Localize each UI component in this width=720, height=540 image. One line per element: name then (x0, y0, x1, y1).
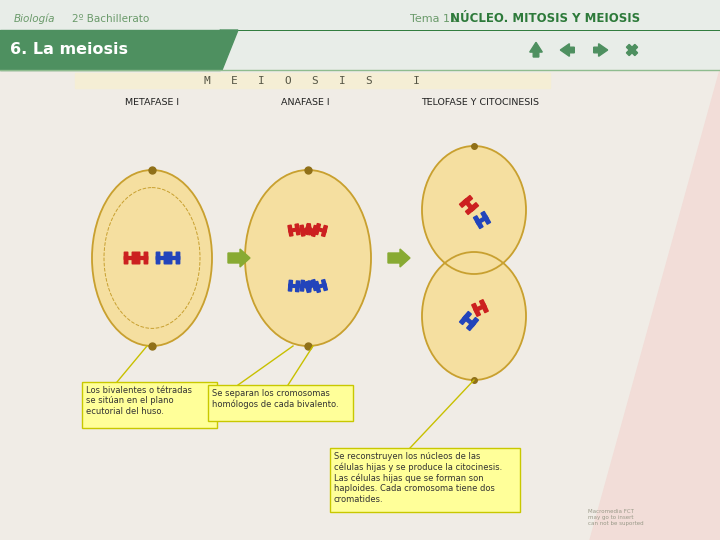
FancyArrow shape (228, 249, 250, 267)
FancyBboxPatch shape (466, 203, 478, 214)
FancyBboxPatch shape (315, 281, 320, 292)
FancyBboxPatch shape (125, 252, 127, 264)
FancyBboxPatch shape (136, 256, 148, 259)
Text: 2º Bachillerato: 2º Bachillerato (72, 14, 149, 24)
FancyBboxPatch shape (289, 280, 292, 291)
Text: Se separan los cromosomas
homólogos de cada bivalento.: Se separan los cromosomas homólogos de c… (212, 389, 338, 409)
FancyBboxPatch shape (459, 195, 472, 207)
FancyBboxPatch shape (330, 448, 520, 512)
FancyBboxPatch shape (176, 252, 180, 264)
FancyBboxPatch shape (125, 256, 135, 259)
Text: M   E   I   O   S   I   S      I: M E I O S I S I (204, 76, 420, 85)
Polygon shape (626, 44, 638, 56)
Polygon shape (560, 44, 575, 56)
Bar (0, 30, 220, 70)
FancyBboxPatch shape (467, 318, 478, 330)
Text: Los bivalentes o tétradas
se sitúan en el plano
ecutorial del huso.: Los bivalentes o tétradas se sitúan en e… (86, 386, 192, 416)
FancyBboxPatch shape (474, 216, 483, 228)
FancyBboxPatch shape (288, 225, 293, 236)
FancyBboxPatch shape (474, 304, 486, 312)
Bar (0, 70, 720, 540)
FancyBboxPatch shape (295, 281, 300, 292)
Polygon shape (626, 44, 638, 56)
Ellipse shape (422, 146, 526, 274)
Text: TELOFASE Y CITOCINESIS: TELOFASE Y CITOCINESIS (421, 98, 539, 107)
Polygon shape (462, 263, 486, 269)
FancyBboxPatch shape (322, 280, 328, 291)
Text: Biología: Biología (14, 14, 55, 24)
Text: NÚCLEO. MITOSIS Y MEIOSIS: NÚCLEO. MITOSIS Y MEIOSIS (450, 12, 640, 25)
Text: ANAFASE I: ANAFASE I (281, 98, 329, 107)
FancyBboxPatch shape (208, 385, 353, 421)
FancyBboxPatch shape (168, 256, 180, 259)
FancyBboxPatch shape (322, 226, 328, 237)
FancyBboxPatch shape (144, 252, 148, 264)
FancyBboxPatch shape (315, 224, 320, 234)
FancyBboxPatch shape (459, 312, 471, 325)
FancyBboxPatch shape (156, 252, 160, 264)
FancyBboxPatch shape (300, 280, 305, 291)
Ellipse shape (422, 252, 526, 380)
FancyBboxPatch shape (136, 252, 140, 264)
FancyBboxPatch shape (480, 300, 488, 313)
FancyBboxPatch shape (306, 284, 316, 288)
Bar (0, 0, 720, 30)
FancyBboxPatch shape (300, 225, 305, 236)
FancyBboxPatch shape (156, 256, 168, 259)
Ellipse shape (92, 170, 212, 346)
FancyBboxPatch shape (476, 215, 488, 224)
FancyBboxPatch shape (306, 227, 316, 233)
FancyBboxPatch shape (301, 228, 311, 232)
FancyBboxPatch shape (132, 252, 135, 264)
FancyArrow shape (388, 249, 410, 267)
Text: Se reconstruyen los núcleos de las
células hijas y se produce la citocinesis.
La: Se reconstruyen los núcleos de las célul… (334, 452, 503, 504)
FancyBboxPatch shape (301, 284, 311, 288)
Polygon shape (220, 30, 238, 70)
Text: Tema 11.: Tema 11. (410, 14, 464, 24)
Polygon shape (462, 257, 486, 263)
FancyBboxPatch shape (315, 227, 326, 233)
FancyBboxPatch shape (82, 382, 217, 428)
FancyBboxPatch shape (307, 224, 312, 235)
FancyBboxPatch shape (463, 315, 475, 327)
Ellipse shape (245, 170, 371, 346)
FancyBboxPatch shape (305, 224, 310, 234)
Text: Macromedia FCT
may go to insert
can not be suported: Macromedia FCT may go to insert can not … (588, 509, 644, 526)
FancyBboxPatch shape (295, 224, 300, 235)
FancyBboxPatch shape (481, 212, 490, 224)
FancyBboxPatch shape (289, 228, 300, 232)
FancyBboxPatch shape (472, 303, 480, 316)
FancyBboxPatch shape (464, 199, 474, 211)
Polygon shape (530, 42, 542, 57)
FancyBboxPatch shape (305, 281, 310, 292)
Text: METAFASE I: METAFASE I (125, 98, 179, 107)
Polygon shape (590, 90, 720, 540)
Polygon shape (594, 44, 608, 56)
Polygon shape (590, 70, 720, 540)
FancyBboxPatch shape (307, 281, 312, 292)
FancyBboxPatch shape (315, 284, 326, 288)
FancyBboxPatch shape (168, 252, 172, 264)
FancyBboxPatch shape (312, 226, 318, 237)
FancyBboxPatch shape (312, 280, 318, 291)
FancyBboxPatch shape (289, 284, 300, 288)
FancyBboxPatch shape (164, 252, 168, 264)
Text: 6. La meiosis: 6. La meiosis (10, 43, 128, 57)
Bar (75, 73, 550, 88)
